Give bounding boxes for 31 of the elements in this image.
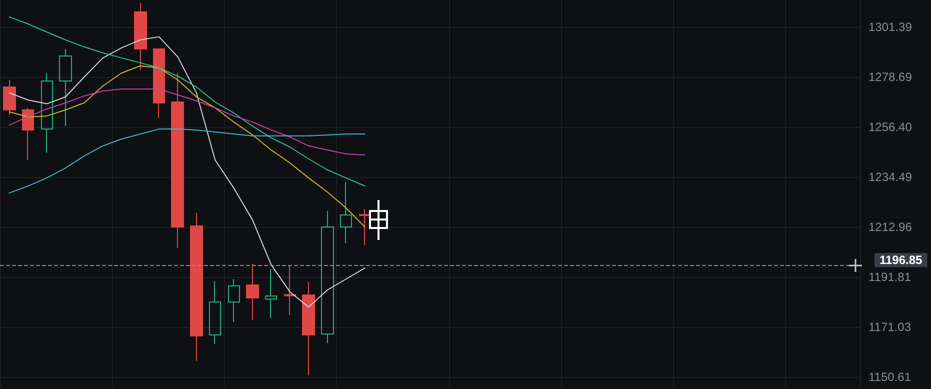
candlestick <box>22 107 34 161</box>
candlestick <box>265 268 277 318</box>
y-tick-label: 1278.69 <box>868 70 912 84</box>
candlestick <box>153 48 165 118</box>
y-tick-label: 1212.96 <box>868 220 912 234</box>
candlestick <box>3 79 16 116</box>
candlestick <box>340 182 352 244</box>
candlestick <box>41 72 53 154</box>
candlestick <box>246 264 259 321</box>
candlestick <box>284 265 296 316</box>
ref-line-label: 1196.85 <box>880 253 923 268</box>
y-tick-label: 1171.03 <box>868 320 912 334</box>
candlestick <box>321 210 334 344</box>
candlestick <box>209 280 221 344</box>
candlestick <box>190 212 203 362</box>
y-tick-label: 1150.61 <box>868 370 912 384</box>
y-tick-label: 1191.81 <box>868 270 912 284</box>
line-series <box>8 88 366 156</box>
line-series <box>8 36 366 308</box>
candlestick <box>302 282 315 376</box>
candlestick <box>59 48 72 127</box>
line-series <box>8 16 366 187</box>
y-tick-label: 1234.49 <box>868 170 912 184</box>
candlestick <box>171 72 184 248</box>
line-series <box>8 128 366 194</box>
candlestick <box>228 278 240 323</box>
y-tick-label: 1256.40 <box>868 120 912 134</box>
candlestick <box>134 2 147 70</box>
y-tick-label: 1301.39 <box>868 20 912 34</box>
line-series <box>8 65 366 228</box>
candlestick <box>359 208 371 246</box>
